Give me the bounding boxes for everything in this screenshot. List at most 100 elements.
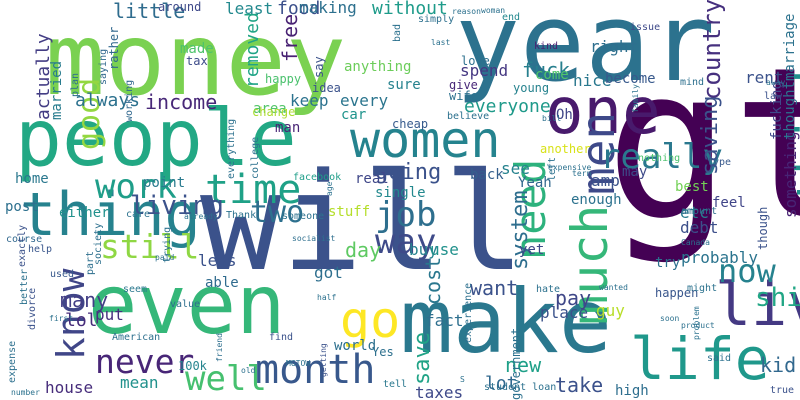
word-society: society (93, 222, 104, 265)
word-put: put (95, 305, 124, 324)
word-wanted: wanted (599, 283, 628, 292)
word-home: home (15, 171, 49, 187)
word-never: never (95, 342, 195, 381)
word-car: car (341, 107, 367, 123)
word-canada: Canada (681, 238, 710, 247)
word-living: living (130, 191, 224, 221)
word-bill: bill (542, 114, 562, 123)
word-american: American (112, 332, 161, 343)
word-money: money (45, 1, 347, 118)
word-woman: woman (481, 6, 506, 15)
word-either: either (59, 205, 110, 221)
word-buy: buy (409, 240, 438, 259)
word-still: still (100, 227, 200, 266)
word-mean: mean (120, 373, 159, 392)
word-age: age (325, 181, 334, 196)
word-gt: gt (605, 22, 800, 267)
word-best: best (675, 179, 709, 195)
word-post: post (5, 199, 39, 215)
word-though: though (756, 206, 770, 250)
word-going: going (375, 160, 442, 185)
word-lol: lol (65, 310, 98, 331)
word-able: able (205, 275, 239, 291)
word-friend: friend (215, 333, 224, 362)
word-real: real (355, 171, 389, 187)
word-bad: bad (392, 23, 403, 42)
word-etc: etc (680, 203, 709, 222)
word-paid: paid (155, 253, 175, 262)
word-making: making (299, 0, 357, 17)
word-socialist: socialist (292, 234, 336, 243)
word-oh: Oh (556, 107, 573, 123)
word-yes: Yes (372, 345, 394, 359)
word-wife: wife (449, 89, 478, 103)
word-course: course (6, 234, 43, 245)
word-someone: someone (282, 211, 325, 222)
word-really: really (600, 137, 723, 177)
word-people: people (15, 94, 297, 184)
word-fuck: fuck (522, 58, 571, 82)
word-amp: amp (591, 171, 620, 190)
word-find: find (269, 332, 294, 343)
word-one: one (545, 75, 661, 149)
word-thoughtmarriage: thoughtmarriage (782, 13, 798, 140)
word-man: man (275, 120, 301, 136)
word-end: end (502, 12, 521, 23)
word-change: change (252, 105, 296, 119)
word-got: got (314, 263, 343, 282)
word-say: say (312, 56, 326, 78)
word-yeah: Yeah (518, 175, 552, 191)
word-saying: saying (98, 48, 109, 85)
word-anything: anything (344, 59, 412, 75)
word-family: family (631, 84, 640, 113)
word-tell: tell (383, 379, 408, 390)
word-reason: reason (452, 7, 481, 16)
word-keep: keep (290, 91, 329, 110)
word-cheap: cheap (392, 117, 429, 131)
word-single: single (375, 185, 426, 201)
word-college: college (250, 136, 261, 179)
word-rather: rather (107, 26, 121, 70)
word-seem: seem (123, 284, 148, 295)
word-something: something (781, 131, 800, 218)
word-many: many (60, 288, 109, 312)
word-simply: simply (418, 14, 455, 25)
word-facebook: facebook (293, 172, 342, 183)
word-away: away (766, 78, 786, 87)
word-tern: tern (572, 169, 592, 178)
word-probably: probably (681, 248, 759, 267)
word-guy: guy (596, 301, 625, 320)
word-getting: getting (319, 343, 328, 377)
word-debt: debt (680, 218, 719, 237)
word-less: less (198, 251, 237, 270)
word-mgtow: MGTOW (286, 359, 311, 368)
word-amount: amount (681, 206, 718, 217)
word-fact: fact (425, 311, 464, 330)
word-student-loan: student loan (484, 382, 557, 393)
word-least: least (225, 0, 274, 18)
word-issue: issue (630, 22, 661, 33)
word-used: used (50, 269, 75, 280)
word-new: new (505, 353, 542, 377)
word-law: law (764, 91, 783, 102)
word-love: love (461, 54, 490, 68)
word-stuff: stuff (328, 204, 371, 220)
word-sure: sure (387, 77, 421, 93)
word-food: food (277, 0, 321, 19)
word-use: use (430, 240, 459, 259)
word-will: will (200, 144, 526, 301)
word-month: month (255, 347, 376, 393)
word-tax: tax (186, 54, 208, 68)
word-true: true (770, 385, 795, 396)
word-thing: thing (20, 180, 201, 250)
word-go: go (340, 291, 401, 349)
word-rent: rent (745, 68, 784, 87)
word-life: life (630, 325, 770, 393)
word-everyone: everyone (464, 96, 551, 117)
word-exactly: exactly (17, 224, 28, 267)
word-job: job (375, 195, 437, 235)
word-happy: happy (265, 72, 302, 86)
word-everything: everything (226, 118, 237, 179)
word-idea: idea (312, 81, 341, 95)
